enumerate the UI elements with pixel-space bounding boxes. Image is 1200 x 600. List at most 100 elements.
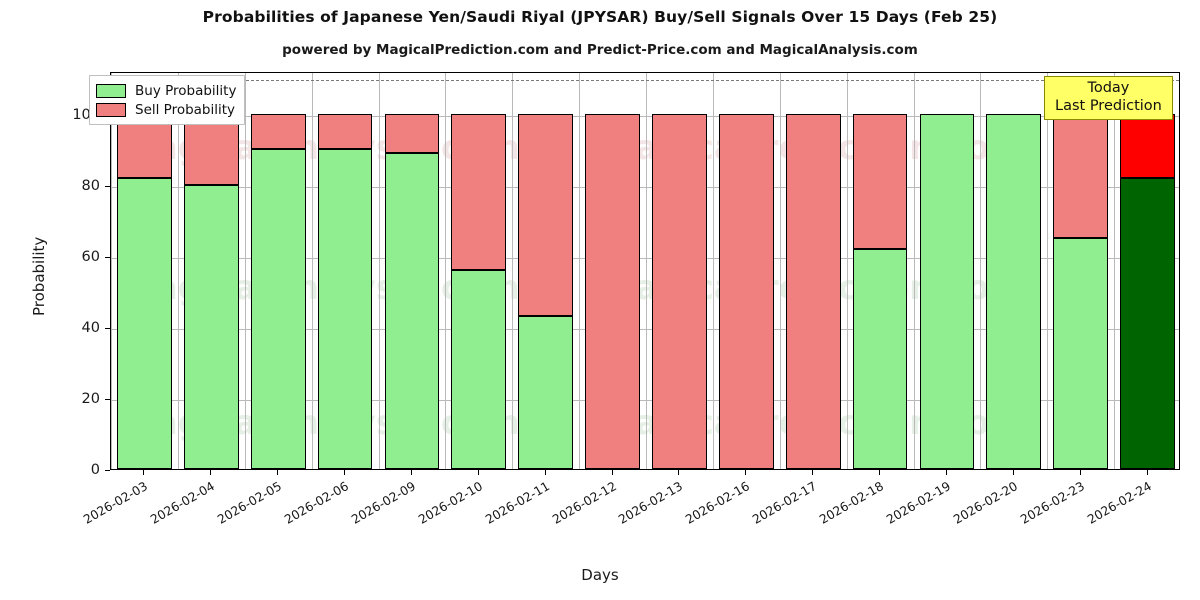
gridline-horizontal [111,115,1179,117]
bar-segment-sell[interactable] [1120,113,1175,178]
bar-segment-sell[interactable] [183,113,239,185]
legend-label: Sell Probability [135,101,236,118]
y-tick-mark [105,327,110,329]
bar-2026-02-20[interactable] [986,73,1042,469]
bar-segment-buy[interactable] [986,113,1042,469]
bar-segment-buy[interactable] [451,270,507,469]
bar-2026-02-09[interactable] [384,73,440,469]
x-tick-mark [477,470,479,475]
today-annotation-line1: Today [1087,80,1130,96]
bar-segment-buy[interactable] [852,248,908,469]
y-tick-label: 40 [81,319,100,336]
bar-segment-buy[interactable] [518,316,574,469]
bar-2026-02-11[interactable] [518,73,574,469]
bar-segment-sell[interactable] [652,113,707,469]
bar-2026-02-23[interactable] [1053,73,1109,469]
bar-2026-02-19[interactable] [919,73,975,469]
x-tick-mark [544,470,546,475]
legend-swatch-sell-icon [96,102,126,117]
bar-segment-sell[interactable] [250,113,306,150]
bar-2026-02-16[interactable] [718,73,774,469]
gridline-vertical [579,73,581,469]
gridline-horizontal [111,399,1179,401]
y-tick-mark [105,470,110,471]
gridline-vertical [378,73,380,469]
today-annotation-line2: Last Prediction [1055,97,1162,114]
bar-2026-02-18[interactable] [852,73,908,469]
reference-line [111,80,1179,82]
x-tick-mark [812,470,814,475]
bar-segment-sell[interactable] [585,113,640,469]
x-tick-mark [1146,470,1148,475]
bar-2026-02-06[interactable] [317,73,373,469]
x-tick-mark [1079,470,1081,475]
y-tick-mark [105,256,110,258]
bar-2026-02-05[interactable] [250,73,306,469]
y-tick-label: 60 [81,248,100,265]
bar-segment-buy[interactable] [317,149,373,469]
gridline-vertical [712,73,714,469]
bar-segment-buy[interactable] [117,177,172,469]
bar-2026-02-10[interactable] [451,73,507,469]
bar-segment-buy[interactable] [919,113,975,469]
gridline-horizontal [111,186,1179,188]
bar-segment-sell[interactable] [785,113,841,469]
x-axis-label: Days [581,566,619,584]
chart-legend: Buy Probability Sell Probability [89,75,246,125]
page-title: Probabilities of Japanese Yen/Saudi Riya… [202,8,998,26]
x-tick-mark [210,470,212,475]
x-tick-mark [678,470,680,475]
bar-2026-02-12[interactable] [585,73,640,469]
bar-segment-buy[interactable] [250,149,306,469]
gridline-vertical [1047,73,1049,469]
bar-segment-sell[interactable] [384,113,440,153]
bar-segment-sell[interactable] [518,113,574,317]
gridline-horizontal [111,328,1179,330]
gridline-vertical [980,73,982,469]
bar-series-layer [111,73,1179,469]
legend-item-buy[interactable]: Buy Probability [96,81,236,100]
bar-segment-buy[interactable] [1120,177,1175,469]
y-tick-label: 80 [81,177,100,194]
y-tick-mark [105,185,110,187]
bar-segment-sell[interactable] [317,113,373,150]
x-tick-mark [277,470,279,475]
bar-segment-sell[interactable] [1053,113,1109,239]
gridline-vertical [646,73,647,469]
gridline-vertical [177,73,179,469]
today-annotation: Today Last Prediction [1044,76,1173,121]
gridline-vertical [311,73,313,469]
x-tick-mark [143,470,145,475]
x-tick-mark [745,470,747,475]
y-tick-label: 20 [81,390,100,407]
gridline-vertical [1114,73,1116,469]
gridline-horizontal [111,257,1179,259]
x-tick-mark [344,470,346,475]
x-tick-mark [1012,470,1014,475]
plot-area: MagicalAnalysis.comMagicaPrediction.comM… [110,72,1180,470]
bar-2026-02-13[interactable] [652,73,707,469]
gridline-vertical [111,73,112,469]
bar-2026-02-17[interactable] [785,73,841,469]
bar-segment-buy[interactable] [183,184,239,469]
gridline-vertical [244,73,246,469]
legend-item-sell[interactable]: Sell Probability [96,100,236,119]
bar-2026-02-04[interactable] [183,73,239,469]
x-tick-mark [410,470,412,475]
bar-segment-sell[interactable] [852,113,908,249]
gridline-vertical [846,73,848,469]
bar-segment-sell[interactable] [451,113,507,270]
x-tick-mark [879,470,881,475]
gridline-vertical [512,73,514,469]
gridline-vertical [445,73,447,469]
bar-2026-02-24[interactable] [1120,73,1175,469]
bar-segment-sell[interactable] [718,113,774,469]
gridline-vertical [779,73,781,469]
y-tick-mark [105,398,110,400]
bar-2026-02-03[interactable] [117,73,172,469]
bar-segment-buy[interactable] [384,152,440,469]
bar-segment-buy[interactable] [1053,238,1109,469]
x-tick-mark [611,470,613,475]
legend-swatch-buy-icon [96,83,126,98]
